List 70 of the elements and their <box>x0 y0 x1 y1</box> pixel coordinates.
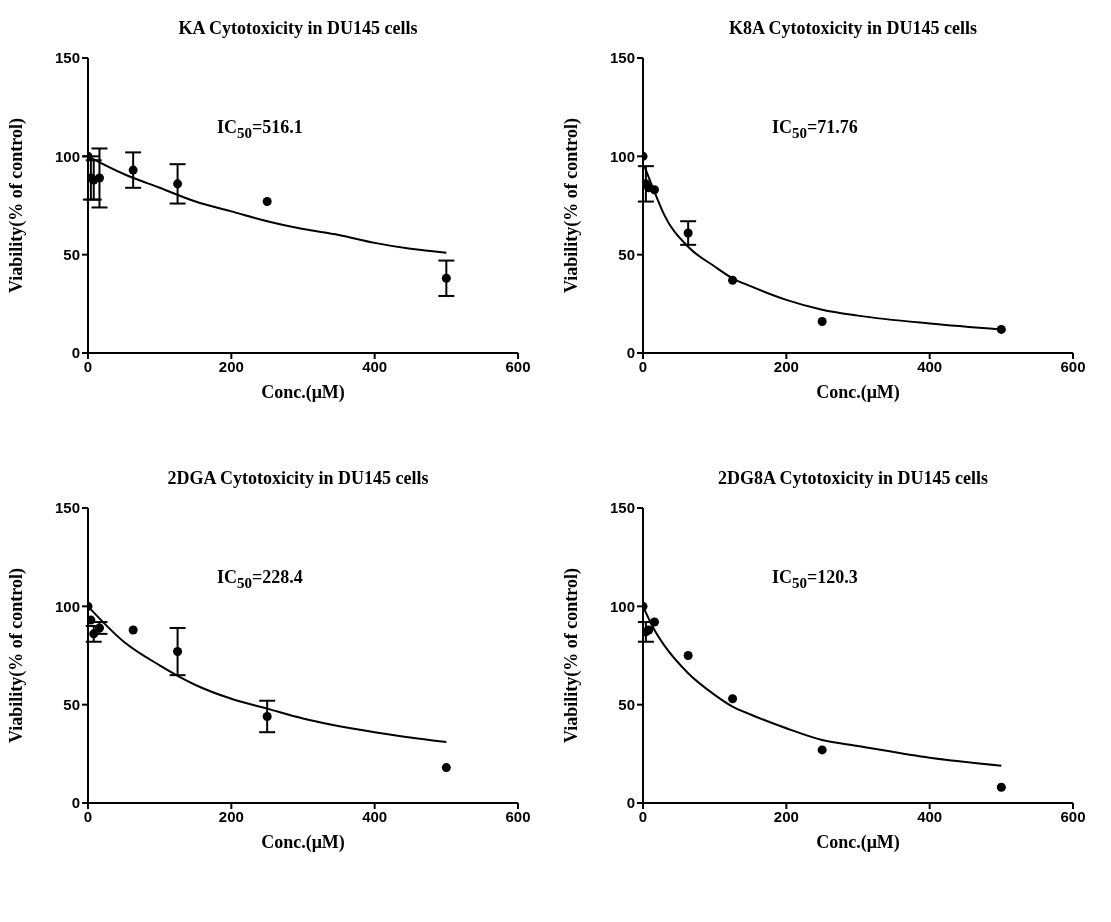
y-tick-label: 150 <box>54 49 80 67</box>
point <box>683 228 693 238</box>
x-tick-label: 400 <box>362 807 388 825</box>
y-tick-label: 0 <box>71 344 80 362</box>
x-tick-label: 200 <box>218 357 244 375</box>
point <box>128 625 138 635</box>
point <box>173 647 183 657</box>
y-tick-label: 50 <box>63 695 80 713</box>
annotation: IC$_{50}$=228.4 <box>217 567 303 592</box>
point <box>94 623 104 633</box>
y-tick-label: 100 <box>609 147 635 165</box>
y-tick-label: 50 <box>618 245 635 263</box>
point <box>728 694 738 704</box>
chart-title: 2DG8A Cytotoxicity in DU145 cells <box>717 467 989 490</box>
y-tick-label: 100 <box>54 597 80 615</box>
point <box>441 763 451 773</box>
x-tick-label: 0 <box>638 357 648 375</box>
annotation: IC$_{50}$=120.3 <box>772 567 858 592</box>
x-tick-label: 200 <box>773 357 799 375</box>
point <box>128 165 138 175</box>
point <box>89 629 99 639</box>
point <box>996 324 1006 334</box>
x-axis-title: Conc.(μM) <box>261 382 345 403</box>
point <box>817 745 827 755</box>
y-tick-label: 100 <box>609 597 635 615</box>
point <box>441 273 451 283</box>
annotation: IC$_{50}$=516.1 <box>217 117 303 142</box>
x-tick-label: 200 <box>773 807 799 825</box>
y-tick-label: 0 <box>71 794 80 812</box>
x-tick-label: 400 <box>917 357 943 375</box>
chart-title: K8A Cytotoxicity in DU145 cells <box>728 17 978 40</box>
y-axis-title: Viability(% of control) <box>561 118 583 293</box>
annotation: IC$_{50}$=71.76 <box>772 117 858 142</box>
y-tick-label: 100 <box>54 147 80 165</box>
x-tick-label: 400 <box>362 357 388 375</box>
x-axis-title: Conc.(μM) <box>261 832 345 853</box>
y-axis-title: Viability(% of control) <box>6 568 28 743</box>
point <box>262 711 272 721</box>
y-tick-label: 150 <box>609 49 635 67</box>
y-axis-title: Viability(% of control) <box>6 118 28 293</box>
point <box>88 615 96 625</box>
point <box>649 185 659 195</box>
point <box>173 179 183 189</box>
x-tick-label: 600 <box>1060 357 1086 375</box>
y-axis-title: Viability(% of control) <box>561 568 583 743</box>
x-tick-label: 200 <box>218 807 244 825</box>
y-tick-label: 150 <box>54 499 80 517</box>
point <box>262 197 272 207</box>
chart-title: 2DGA Cytotoxicity in DU145 cells <box>166 467 430 490</box>
x-tick-label: 400 <box>917 807 943 825</box>
x-axis-title: Conc.(μM) <box>816 382 900 403</box>
point <box>728 275 738 285</box>
x-tick-label: 0 <box>638 807 648 825</box>
x-tick-label: 600 <box>505 357 531 375</box>
point <box>683 650 693 661</box>
point <box>817 317 827 327</box>
point <box>649 617 659 627</box>
point <box>996 782 1006 792</box>
x-tick-label: 0 <box>83 357 93 375</box>
y-tick-label: 50 <box>618 695 635 713</box>
x-axis-title: Conc.(μM) <box>816 832 900 853</box>
x-tick-label: 0 <box>83 807 93 825</box>
y-tick-label: 0 <box>626 344 635 362</box>
y-tick-label: 50 <box>63 245 80 263</box>
y-tick-label: 150 <box>609 499 635 517</box>
y-tick-label: 0 <box>626 794 635 812</box>
point <box>94 173 104 183</box>
x-tick-label: 600 <box>1060 807 1086 825</box>
chart-title: KA Cytotoxicity in DU145 cells <box>177 17 419 40</box>
x-tick-label: 600 <box>505 807 531 825</box>
